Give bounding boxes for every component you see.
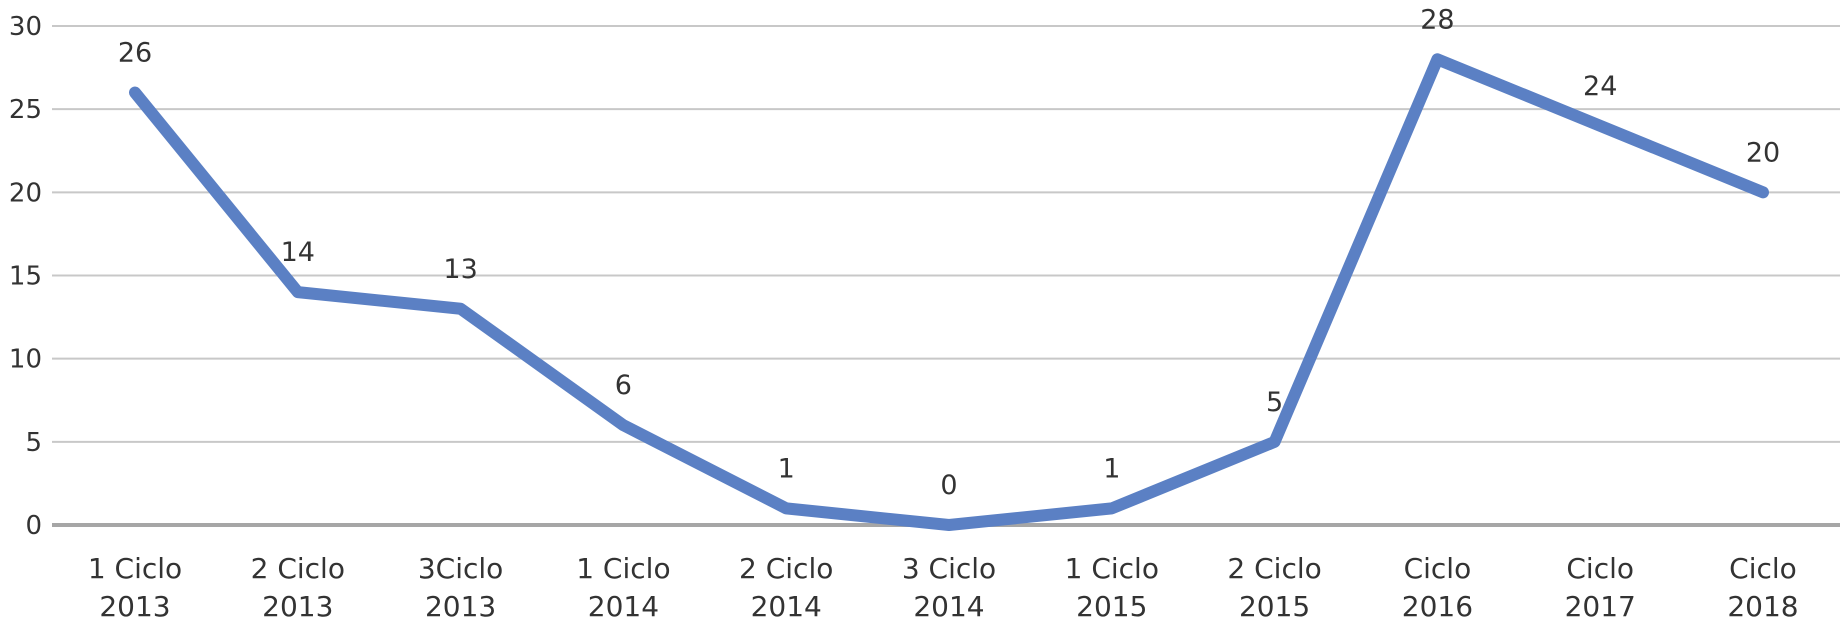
- y-tick-label: 5: [25, 428, 42, 458]
- y-axis-tick-labels: 0 5 10 15 20 25 30: [9, 12, 42, 541]
- y-tick-label: 10: [9, 345, 42, 375]
- data-label: 1: [1103, 453, 1120, 484]
- data-label: 0: [940, 470, 957, 501]
- x-tick-label: 1 Ciclo 2014: [576, 552, 670, 620]
- x-tick-label: Ciclo 2016: [1402, 552, 1473, 620]
- y-tick-label: 30: [9, 12, 42, 42]
- x-tick-label: 3 Ciclo 2014: [902, 552, 996, 620]
- data-label: 20: [1746, 137, 1780, 168]
- x-tick-label-year: 2013: [262, 590, 333, 620]
- x-tick-label: 2 Ciclo 2013: [251, 552, 345, 620]
- x-tick-label-cycle: 1 Ciclo: [576, 552, 670, 585]
- data-label: 5: [1266, 387, 1283, 418]
- y-tick-label: 0: [25, 511, 42, 541]
- series-line: [129, 53, 1769, 531]
- x-tick-label-cycle: Ciclo: [1566, 552, 1634, 585]
- data-label: 13: [443, 254, 477, 285]
- x-tick-label-year: 2014: [751, 590, 822, 620]
- x-tick-label-year: 2013: [425, 590, 496, 620]
- x-axis-tick-labels: 1 Ciclo 2013 2 Ciclo 2013 3Ciclo 2013 1 Ciclo 2…: [88, 552, 1799, 620]
- data-label: 1: [778, 453, 795, 484]
- x-tick-label-cycle: 2 Ciclo: [1227, 552, 1321, 585]
- y-tick-label: 15: [9, 262, 42, 292]
- x-tick-label-year: 2016: [1402, 590, 1473, 620]
- data-label: 28: [1420, 4, 1454, 35]
- y-tick-label: 20: [9, 178, 42, 208]
- x-tick-label-cycle: 1 Ciclo: [1065, 552, 1159, 585]
- data-label: 6: [615, 370, 632, 401]
- data-label: 14: [281, 237, 315, 268]
- gridlines: [52, 25, 1840, 527]
- x-tick-label: 1 Ciclo 2015: [1065, 552, 1159, 620]
- data-label: 26: [118, 38, 152, 69]
- x-tick-label: Ciclo 2018: [1727, 552, 1798, 620]
- x-tick-label-cycle: 2 Ciclo: [251, 552, 345, 585]
- x-tick-label-year: 2014: [588, 590, 659, 620]
- x-tick-label: 2 Ciclo 2014: [739, 552, 833, 620]
- x-tick-label-cycle: Ciclo: [1729, 552, 1797, 585]
- x-tick-label-year: 2015: [1076, 590, 1147, 620]
- x-tick-label-cycle: 3Ciclo: [418, 552, 503, 585]
- series-layer: [129, 53, 1769, 531]
- x-tick-label-cycle: 2 Ciclo: [739, 552, 833, 585]
- x-tick-label: 2 Ciclo 2015: [1227, 552, 1321, 620]
- x-tick-label-year: 2013: [99, 590, 170, 620]
- x-tick-label-year: 2017: [1565, 590, 1636, 620]
- x-tick-label-cycle: Ciclo: [1404, 552, 1472, 585]
- data-labels: 26 14 13 6 1 0 1 5 28 24 20: [118, 4, 1780, 501]
- x-tick-label-year: 2015: [1239, 590, 1310, 620]
- x-tick-label: 1 Ciclo 2013: [88, 552, 182, 620]
- x-tick-label-cycle: 1 Ciclo: [88, 552, 182, 585]
- x-tick-label-cycle: 3 Ciclo: [902, 552, 996, 585]
- y-tick-label: 25: [9, 95, 42, 125]
- x-tick-label-year: 2018: [1727, 590, 1798, 620]
- data-label: 24: [1583, 71, 1617, 102]
- x-tick-label-year: 2014: [913, 590, 984, 620]
- x-tick-label: Ciclo 2017: [1565, 552, 1636, 620]
- x-tick-label: 3Ciclo 2013: [418, 552, 503, 620]
